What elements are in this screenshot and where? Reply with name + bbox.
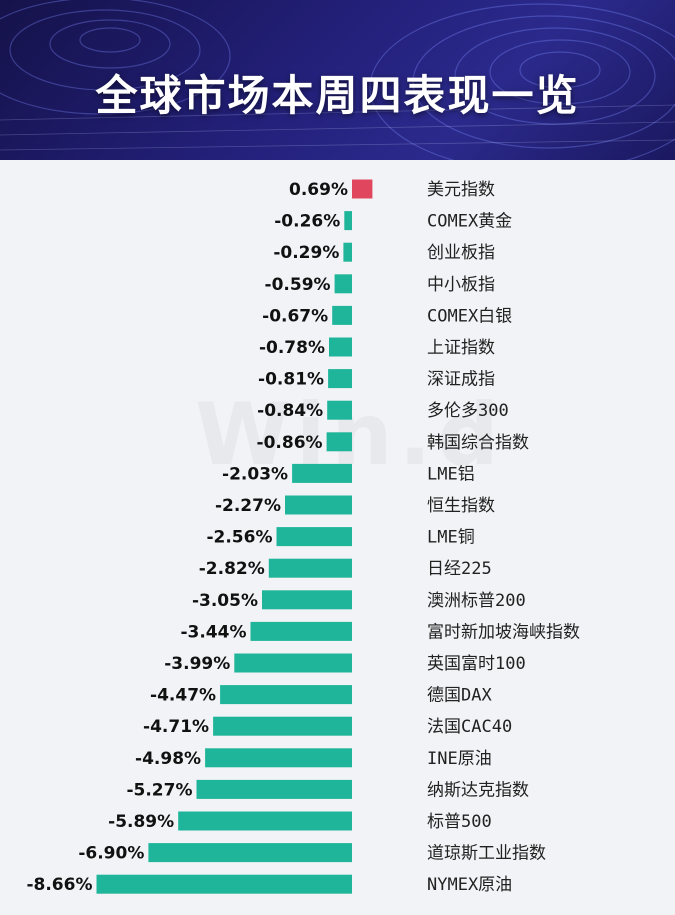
bar: [268, 558, 352, 578]
bar: [343, 242, 352, 262]
category-label: INE原油: [427, 749, 492, 769]
bar: [205, 748, 352, 768]
bar: [262, 590, 352, 610]
category-label: LME铜: [427, 528, 475, 548]
data-label: -3.05%: [192, 591, 258, 611]
chart-title: 全球市场本周四表现一览: [95, 71, 580, 120]
data-label: -0.78%: [259, 338, 325, 358]
bar: [326, 432, 352, 452]
data-label: -5.27%: [126, 780, 192, 800]
bar: [178, 811, 352, 831]
bar: [234, 653, 352, 673]
category-label: 英国富时100: [427, 654, 526, 674]
bar-chart: 0.69% 美元指数 -0.26% COMEX黄金 -0.29% 创业板指 -0.59% 中小…: [26, 179, 580, 895]
data-label: -8.66%: [26, 875, 92, 895]
category-label: COMEX黄金: [427, 212, 512, 232]
category-label: 上证指数: [427, 338, 495, 358]
data-label: 0.69%: [289, 180, 348, 200]
data-label: -4.98%: [135, 749, 201, 769]
data-label: -0.26%: [274, 212, 340, 232]
data-label: -2.27%: [215, 496, 281, 516]
category-label: 道琼斯工业指数: [427, 844, 546, 864]
category-label: 深证成指: [427, 370, 495, 390]
category-label: 德国DAX: [427, 686, 492, 706]
data-label: -0.81%: [258, 370, 324, 390]
bar: [196, 779, 352, 799]
category-label: 法国CAC40: [427, 717, 512, 737]
data-label: -3.99%: [164, 654, 230, 674]
bar: [276, 527, 352, 547]
category-label: COMEX白银: [427, 306, 512, 326]
category-label: LME铝: [427, 464, 475, 484]
data-label: -5.89%: [108, 812, 174, 832]
category-label: 中小板指: [427, 275, 495, 295]
bar: [292, 463, 352, 483]
category-label: 美元指数: [427, 180, 495, 200]
bar: [334, 274, 352, 294]
contour-background-graphic: [0, 0, 675, 160]
bar: [327, 400, 352, 420]
category-label: 韩国综合指数: [427, 433, 529, 453]
bar: [213, 716, 352, 736]
data-label: -4.47%: [150, 686, 216, 706]
category-label: 多伦多300: [427, 401, 509, 421]
header-banner: 全球市场本周四表现一览: [0, 0, 675, 160]
data-label: -2.82%: [199, 559, 265, 579]
data-label: -0.59%: [265, 275, 331, 295]
data-label: -0.84%: [257, 401, 323, 421]
bar: [250, 621, 352, 641]
bar: [220, 685, 352, 705]
category-label: 澳洲标普200: [427, 591, 526, 611]
category-label: 创业板指: [427, 243, 495, 263]
data-label: -3.44%: [180, 622, 246, 642]
category-label: NYMEX原油: [427, 875, 512, 895]
bar: [285, 495, 352, 515]
bar: [329, 337, 352, 357]
data-label: -0.29%: [273, 243, 339, 263]
data-label: -2.03%: [222, 464, 288, 484]
data-label: -0.86%: [257, 433, 323, 453]
data-label: -6.90%: [78, 844, 144, 864]
category-label: 纳斯达克指数: [427, 780, 529, 800]
bar: [328, 369, 352, 389]
data-label: -2.56%: [206, 528, 272, 548]
bar: [352, 179, 373, 199]
category-label: 富时新加坡海峡指数: [427, 622, 580, 642]
bar: [96, 874, 352, 894]
bar: [344, 211, 352, 231]
bar: [332, 305, 352, 325]
category-label: 日经225: [427, 559, 492, 579]
bar: [148, 843, 352, 863]
category-label: 标普500: [427, 812, 492, 832]
chart-area: Win.d 0.69%美元指数-0.26%COMEX黄金-0.29%创业板指-0…: [0, 160, 675, 915]
data-label: -0.67%: [262, 306, 328, 326]
category-label: 恒生指数: [427, 496, 495, 516]
data-label: -4.71%: [143, 717, 209, 737]
